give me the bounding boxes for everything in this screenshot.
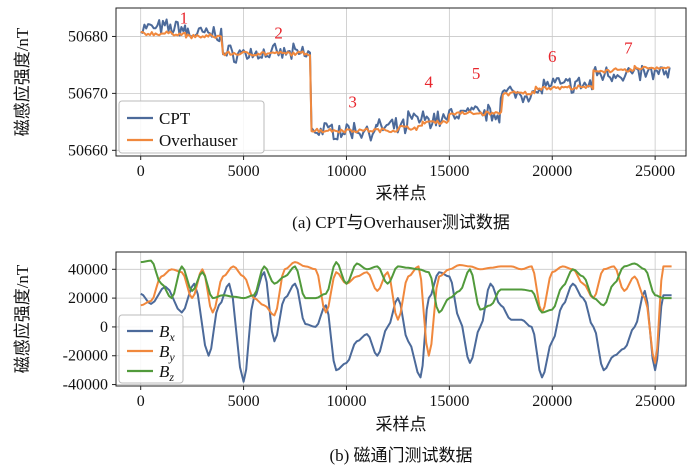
x-tick-label: 0	[137, 163, 145, 180]
panel-a-caption: (a) CPT与Overhauser测试数据	[292, 213, 510, 232]
panel-a-y-axis-label: 磁感应强度/nT	[13, 27, 32, 136]
stage-annotation: 3	[348, 93, 357, 112]
stage-annotation: 2	[274, 24, 283, 43]
panel-a-x-ticks: 0 5000 10000 15000 20000 25000	[137, 156, 675, 180]
legend-box	[118, 100, 265, 154]
panel-b-x-axis-label: 采样点	[376, 415, 427, 434]
y-tick-label: 50670	[68, 85, 108, 102]
x-tick-label: 5000	[228, 393, 260, 410]
stage-annotation: 7	[624, 39, 633, 58]
legend-label: Overhauser	[159, 131, 238, 150]
panel-a-legend: CPT Overhauser	[118, 100, 265, 154]
legend-label: Bz	[159, 362, 174, 384]
panel-b-series	[140, 259, 672, 383]
panel-b-y-ticks: -40000 -20000 0 20000 40000	[63, 261, 116, 394]
panel-b-frame	[115, 251, 687, 387]
x-tick-label: 20000	[532, 393, 572, 410]
x-tick-label: 15000	[429, 393, 469, 410]
y-tick-label: 50660	[68, 142, 108, 159]
x-tick-label: 25000	[635, 393, 675, 410]
panel-a-annotations: 1 2 3 4 5 6 7	[180, 8, 633, 111]
panel-b-caption: (b) 磁通门测试数据	[329, 446, 472, 465]
x-tick-label: 20000	[532, 163, 572, 180]
y-tick-label: -40000	[63, 377, 108, 394]
series-line-by	[140, 261, 672, 364]
x-tick-label: 25000	[635, 163, 675, 180]
panel-a-x-axis-label: 采样点	[376, 184, 427, 203]
legend-label: By	[159, 342, 175, 364]
legend-label: Bx	[159, 322, 175, 344]
panel-b-y-axis-label: 磁感应强度/nT	[13, 264, 32, 373]
x-tick-label: 5000	[228, 163, 260, 180]
stage-annotation: 5	[472, 64, 481, 83]
y-tick-label: 50680	[68, 28, 108, 45]
panel-b-fluxgate: 0 5000 10000 15000 20000 25000 -40000 -20000 0 2…	[13, 251, 687, 465]
panel-b-x-ticks: 0 5000 10000 15000 20000 25000	[137, 386, 675, 410]
series-line-bx	[140, 271, 672, 383]
stage-annotation: 6	[548, 47, 557, 66]
panel-a-series	[140, 18, 671, 142]
legend-label: CPT	[159, 109, 191, 128]
x-tick-label: 15000	[429, 163, 469, 180]
series-line-bz	[140, 259, 672, 314]
y-tick-label: 40000	[68, 261, 108, 278]
x-tick-label: 10000	[326, 163, 366, 180]
x-tick-label: 0	[137, 393, 145, 410]
x-tick-label: 10000	[326, 393, 366, 410]
y-tick-label: 20000	[68, 290, 108, 307]
stage-annotation: 1	[180, 8, 189, 27]
y-tick-label: -20000	[63, 348, 108, 365]
series-line-overhauser	[140, 30, 670, 134]
panel-a-frame	[115, 7, 687, 157]
stage-annotation: 4	[425, 73, 434, 92]
panel-a-y-ticks: 50660 50670 50680	[68, 28, 116, 159]
y-tick-label: 0	[100, 319, 108, 336]
